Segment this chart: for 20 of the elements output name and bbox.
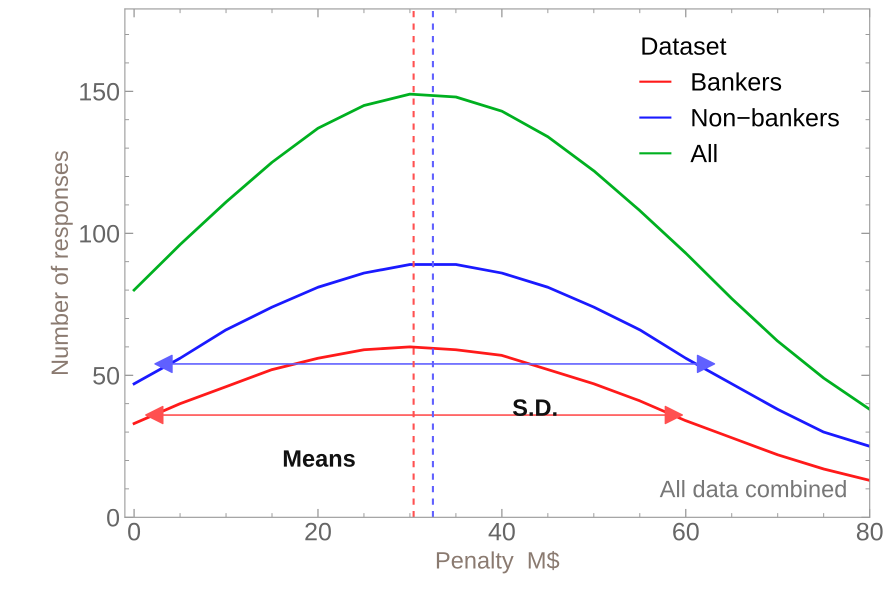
legend-label: Non−bankers bbox=[692, 108, 839, 127]
x-tick-label: 60 bbox=[673, 522, 699, 540]
x-tick-label: 40 bbox=[488, 522, 515, 540]
y-tick-label: 100 bbox=[80, 224, 120, 243]
annotation: Means bbox=[284, 450, 355, 467]
x-tick-label: 20 bbox=[305, 522, 331, 540]
legend-title: Dataset bbox=[642, 37, 726, 55]
line-series bbox=[132, 346, 870, 482]
x-tick-label: 0 bbox=[128, 522, 140, 540]
annotation: S.D. bbox=[512, 399, 556, 416]
legend-label: All bbox=[690, 144, 716, 162]
legend-label: Bankers bbox=[692, 72, 782, 91]
y-axis-title: Number of responses bbox=[50, 151, 73, 374]
y-tick-label: 150 bbox=[80, 82, 120, 101]
annotation: All data combined bbox=[660, 480, 846, 498]
line-series bbox=[132, 263, 870, 448]
y-tick-label: 50 bbox=[93, 366, 120, 385]
x-tick-label: 80 bbox=[856, 522, 883, 540]
x-axis-title: Penalty M$ bbox=[436, 550, 560, 574]
y-tick-label: 0 bbox=[107, 508, 120, 527]
